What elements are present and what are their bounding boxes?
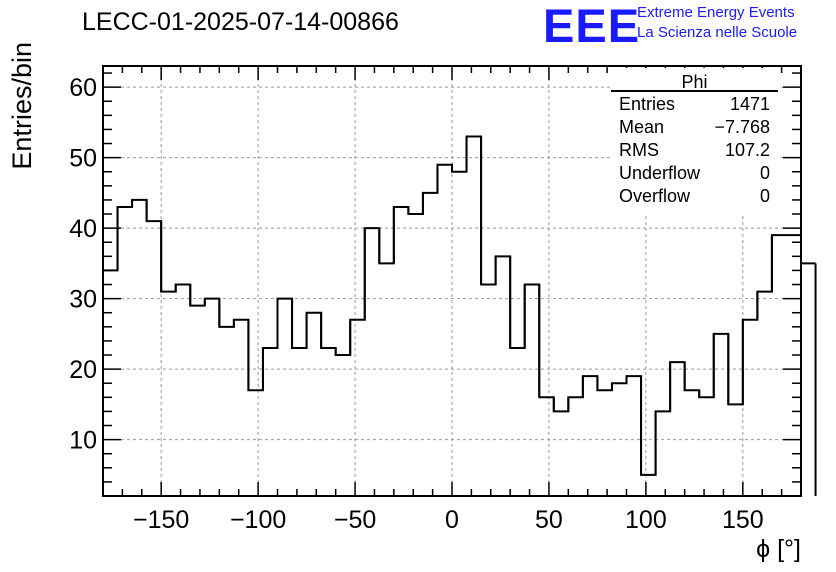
stats-row-value: −7.768 — [714, 117, 770, 137]
y-axis-label: Entries/bin — [7, 42, 37, 170]
stats-box-title: Phi — [681, 72, 707, 92]
stats-row-label: Entries — [619, 94, 675, 114]
y-tick-label: 60 — [69, 74, 97, 102]
x-tick-label: −100 — [230, 506, 286, 534]
stats-row-label: Overflow — [619, 186, 691, 206]
y-tick-label: 40 — [69, 215, 97, 243]
x-tick-label: −50 — [334, 506, 376, 534]
x-tick-label: 100 — [625, 506, 667, 534]
histogram-title: LECC-01-2025-07-14-00866 — [82, 8, 399, 36]
y-tick-label: 50 — [69, 145, 97, 173]
x-tick-label: 0 — [445, 506, 459, 534]
stats-row-label: Underflow — [619, 163, 701, 183]
stats-row-value: 107.2 — [725, 140, 770, 160]
stats-row-value: 1471 — [730, 94, 770, 114]
logo-line-1: Extreme Energy Events — [637, 4, 795, 21]
y-tick-label: 30 — [69, 286, 97, 314]
logo-line-2: La Scienza nelle Scuole — [637, 24, 798, 41]
stats-row-value: 0 — [760, 186, 770, 206]
eee-logo: EEE — [543, 0, 641, 52]
x-axis-label: ϕ [°] — [756, 535, 801, 563]
x-tick-label: 50 — [535, 506, 563, 534]
stats-row-label: RMS — [619, 140, 659, 160]
y-tick-label: 20 — [69, 356, 97, 384]
x-tick-label: 150 — [722, 506, 764, 534]
y-tick-label: 10 — [69, 427, 97, 455]
stats-row-value: 0 — [760, 163, 770, 183]
x-tick-label: −150 — [133, 506, 189, 534]
stats-box — [611, 68, 778, 213]
stats-row-label: Mean — [619, 117, 664, 137]
